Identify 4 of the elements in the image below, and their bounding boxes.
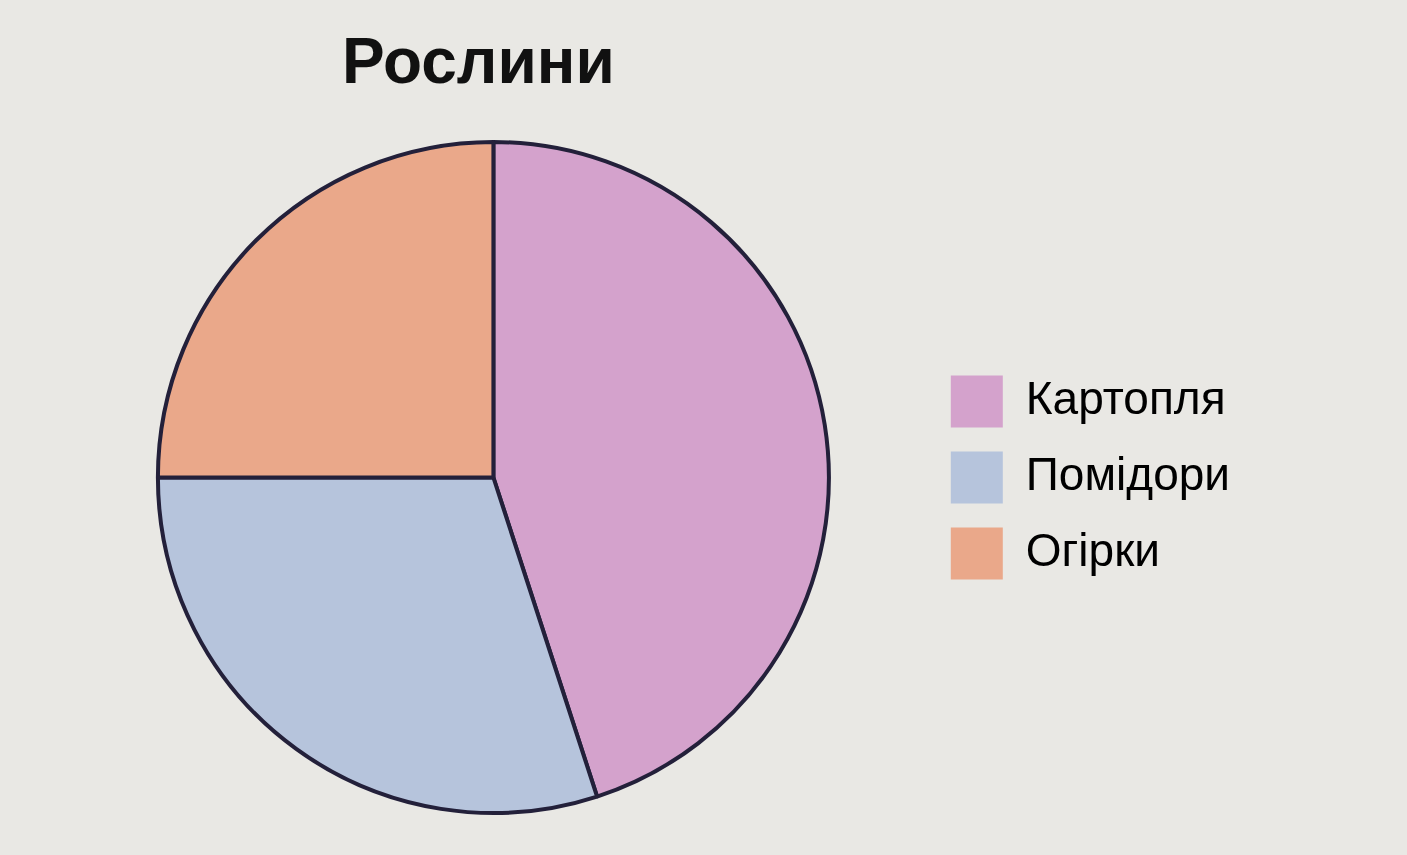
legend-label: Помідори <box>1025 448 1231 501</box>
legend-label: Огірки <box>1025 524 1160 577</box>
chart-title: Рослини <box>341 24 615 97</box>
legend-label: Картопля <box>1025 372 1226 425</box>
